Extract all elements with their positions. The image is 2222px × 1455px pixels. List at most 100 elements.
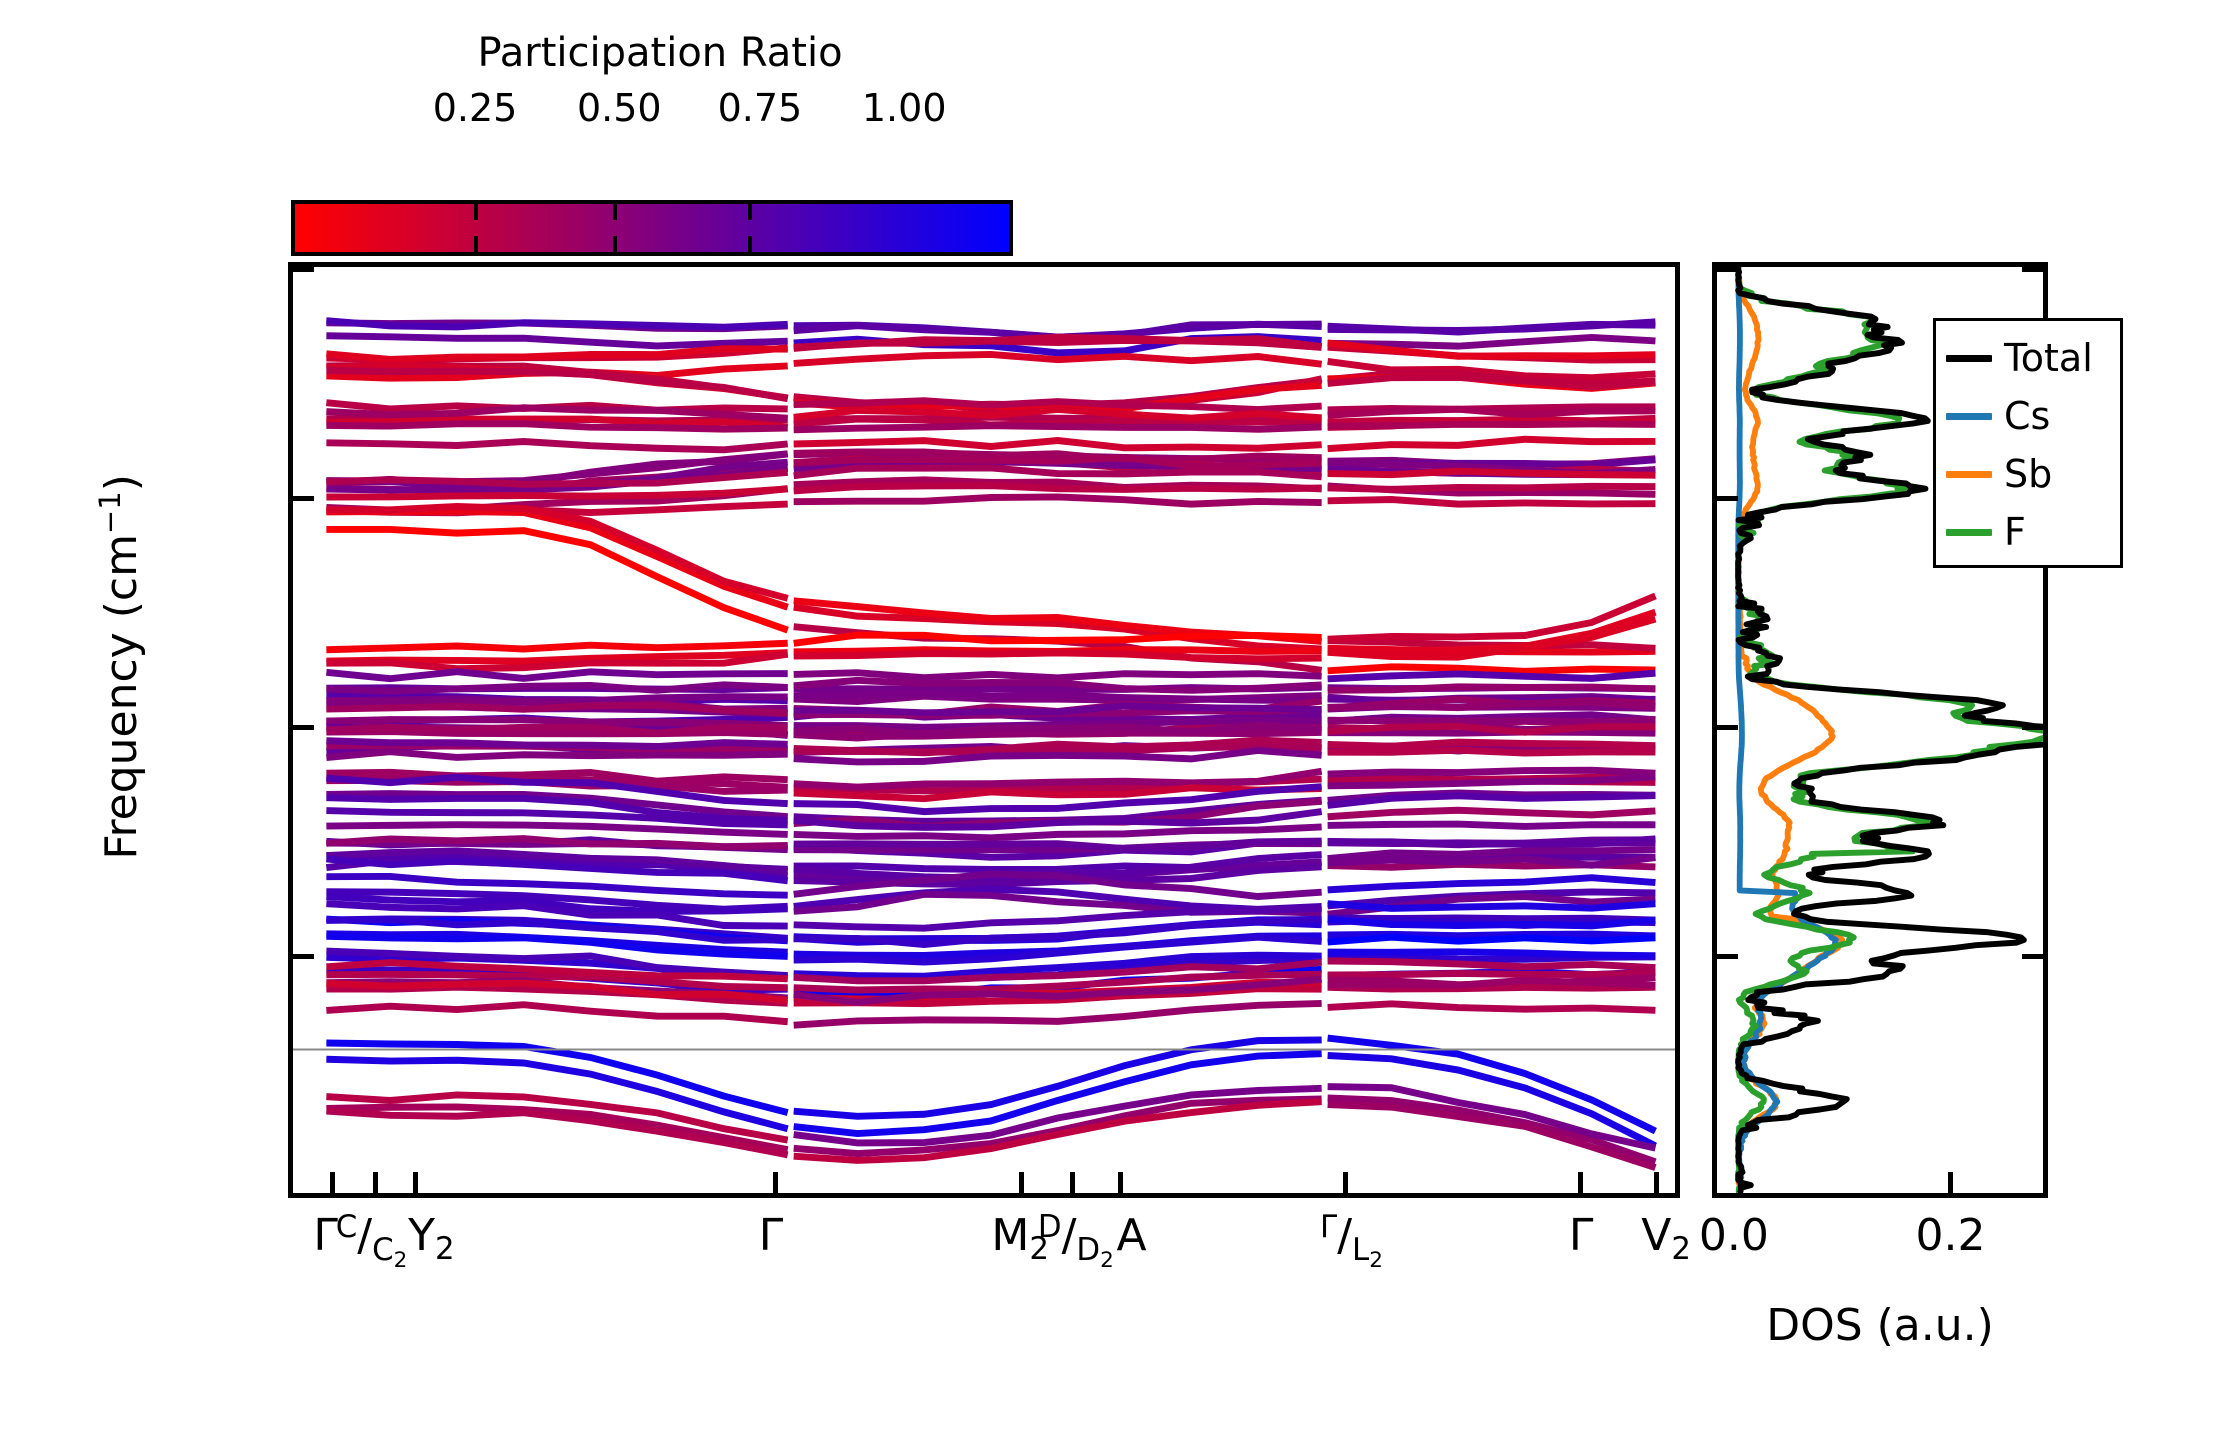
band-line: [326, 900, 788, 930]
band-line: [1327, 405, 1656, 419]
band-line: [1327, 592, 1657, 643]
band-line: [1327, 792, 1656, 809]
x-tick-gamma-3: [1578, 1172, 1584, 1194]
legend-label-sb: Sb: [2004, 452, 2053, 496]
dos-axis-label: DOS (a.u.): [1766, 1300, 1994, 1351]
band-line: [793, 721, 1322, 739]
band-line: [326, 1107, 789, 1159]
band-line: [326, 773, 788, 808]
band-line: [1327, 1034, 1657, 1135]
band-line: [326, 650, 789, 673]
dos-curve-total: [1735, 267, 2043, 1193]
legend-swatch-cs: [1946, 412, 1992, 420]
band-line: [1327, 854, 1656, 869]
band-line: [326, 970, 788, 992]
band-line: [793, 1084, 1322, 1147]
band-line: [793, 397, 1322, 414]
x-label-m2: M2: [991, 1210, 1049, 1268]
x-label-c-c2: C/C2: [335, 1209, 408, 1273]
dos-y-tick-600-right: [2022, 267, 2044, 272]
band-line: [1327, 357, 1656, 382]
colorbar-tick-label: 0.50: [576, 86, 662, 130]
dos-curve-f: [1735, 267, 2043, 1193]
band-line: [326, 639, 788, 654]
legend-entry-f[interactable]: F: [1936, 503, 2120, 561]
y-tick-400: [292, 496, 314, 501]
band-line: [793, 702, 1322, 717]
colorbar-title: Participation Ratio: [477, 30, 843, 76]
x-tick-m2: [1018, 1172, 1024, 1194]
band-line: [326, 507, 789, 611]
band-line: [1327, 969, 1656, 979]
x-label-gamma-3: Γ: [1568, 1210, 1594, 1261]
x-label-a: A: [1116, 1210, 1147, 1261]
band-line: [793, 783, 1322, 816]
band-line: [1327, 1052, 1658, 1149]
y-tick-0: [292, 954, 314, 959]
band-line: [793, 808, 1323, 831]
dos-y-tick-600: [1716, 267, 1738, 272]
band-line: [793, 437, 1322, 452]
dos-y-tick-200-right: [2022, 725, 2044, 730]
band-line: [1327, 482, 1656, 493]
dos-x-tick-0: [1738, 1172, 1744, 1194]
band-line: [1327, 773, 1656, 790]
y-tick-600: [292, 267, 314, 272]
band-line: [326, 716, 788, 730]
band-line: [793, 823, 1322, 842]
band-line: [793, 915, 1322, 949]
band-line: [326, 485, 788, 501]
x-label-gamma-l2: Γ/L2: [1320, 1209, 1383, 1273]
phonon-band-structure-plot[interactable]: [288, 262, 1680, 1198]
band-line: [326, 790, 788, 821]
band-line: [793, 837, 1322, 853]
band-line: [1327, 467, 1656, 479]
band-line: [326, 367, 789, 403]
legend-entry-sb[interactable]: Sb: [1936, 445, 2120, 503]
band-line: [326, 502, 789, 602]
participation-ratio-colorbar: [291, 200, 1013, 256]
band-line: [1327, 874, 1656, 894]
band-line: [1327, 746, 1656, 757]
band-line: [326, 959, 788, 983]
band-line: [793, 1050, 1322, 1138]
band-line: [793, 729, 1322, 740]
band-line: [326, 404, 788, 422]
band-line: [1327, 916, 1656, 930]
dos-x-label-02: 0.2: [1915, 1210, 1986, 1261]
y-axis-label-exponent: −1: [93, 491, 128, 535]
band-line: [326, 668, 788, 683]
y-axis-label: Frequency (cm−1): [93, 357, 147, 977]
y-axis-label-text: Frequency (cm: [95, 534, 147, 860]
legend-swatch-sb: [1946, 470, 1992, 478]
dos-x-label-0: 0.0: [1698, 1210, 1769, 1261]
dos-x-tick-02: [1948, 1172, 1954, 1194]
band-line: [793, 736, 1322, 757]
band-line: [326, 649, 788, 665]
band-line: [1327, 900, 1656, 912]
x-label-d-d2: D/D2: [1037, 1209, 1114, 1273]
legend-swatch-f: [1946, 528, 1992, 536]
legend-entry-total[interactable]: Total: [1936, 329, 2120, 387]
band-line: [1327, 1083, 1657, 1152]
band-line: [793, 1036, 1322, 1120]
band-line: [793, 784, 1322, 803]
band-line: [1327, 496, 1656, 508]
band-line: [326, 947, 788, 980]
band-line: [1327, 333, 1656, 350]
band-line: [793, 1095, 1322, 1158]
band-line: [326, 932, 788, 960]
band-line: [1327, 930, 1656, 940]
band-lines-svg: [293, 317, 1675, 1171]
band-line: [1327, 683, 1656, 694]
band-line: [326, 701, 788, 717]
band-line: [1327, 766, 1656, 778]
legend-entry-cs[interactable]: Cs: [1936, 387, 2120, 445]
band-line: [326, 847, 789, 875]
band-line: [1327, 339, 1656, 360]
band-line: [793, 716, 1322, 731]
band-line: [326, 468, 789, 488]
x-tick-d-d2: [1069, 1172, 1075, 1194]
band-line: [1327, 722, 1656, 736]
band-line: [1327, 615, 1657, 661]
